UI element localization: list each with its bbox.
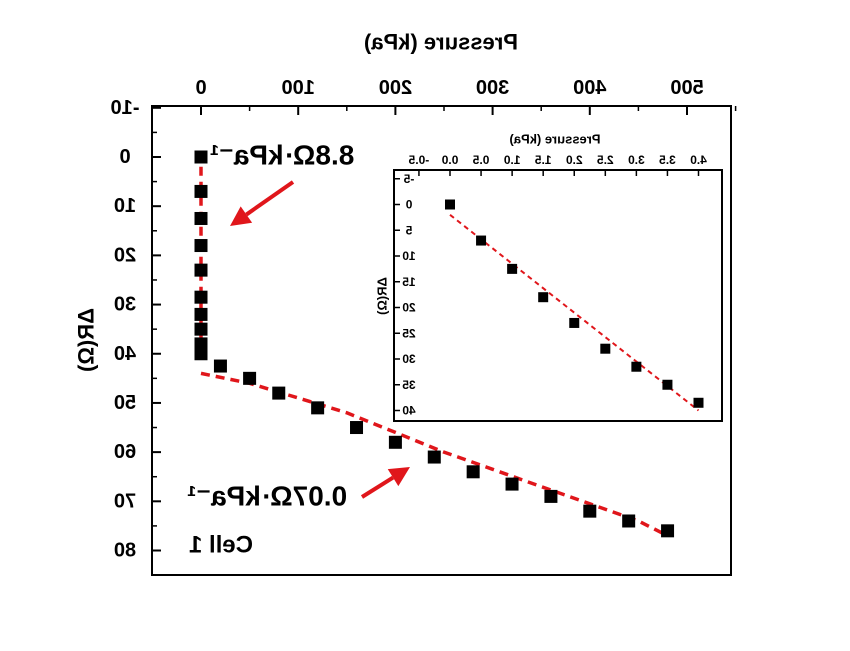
annotation-low-slope: 0.07Ω·kPa⁻¹: [187, 481, 347, 512]
x-tick-label: 100: [282, 77, 315, 99]
x-tick-label: 500: [670, 77, 703, 99]
inset-frame: [393, 169, 723, 422]
y-tick-label: 60: [114, 441, 136, 463]
inset-x-tick-label: 2.0: [566, 153, 583, 167]
annotation-high-slope: 8.8Ω·kPa⁻¹: [210, 140, 355, 171]
inset-x-tick-label: 0.5: [472, 153, 489, 167]
y-tick-label: 50: [114, 392, 136, 414]
y-tick-label: 10: [114, 195, 136, 217]
data-point: [311, 401, 325, 415]
inset-data-point: [631, 361, 642, 372]
data-point: [661, 524, 675, 538]
inset-data-point: [476, 235, 487, 246]
data-point: [583, 504, 597, 518]
inset-y-tick-label: -5: [403, 172, 414, 186]
y-tick-label: 40: [114, 343, 136, 365]
inset-y-tick-label: 35: [402, 378, 416, 392]
inset-y-tick-label: 10: [402, 249, 416, 263]
data-point: [427, 450, 441, 464]
x-tick-label: 200: [379, 77, 412, 99]
inset-y-axis-title: ΔR(Ω): [375, 277, 390, 315]
arrow-high-slope-head: [230, 206, 253, 226]
y-tick-label: 30: [114, 294, 136, 316]
y-axis-title: ΔR(Ω): [74, 308, 99, 372]
main-plot: 0 100 200 300 400 500-1001020304050607080Pres…: [74, 30, 737, 576]
inset-y-tick-label: 20: [402, 301, 416, 315]
inset-x-tick-label: 0.0: [441, 153, 458, 167]
y-tick-label: 70: [114, 490, 136, 512]
x-tick-label: 0: [195, 77, 206, 99]
data-point: [350, 421, 364, 435]
inset-x-tick-label: 1.5: [535, 153, 552, 167]
data-point: [194, 322, 208, 336]
inset-y-tick-label: 30: [402, 352, 416, 366]
inset-y-tick-label: 25: [402, 326, 416, 340]
inset-data-point: [600, 343, 611, 354]
data-point: [622, 514, 636, 528]
data-point: [194, 290, 208, 304]
data-point: [194, 307, 208, 321]
data-point: [466, 465, 480, 479]
inset-data-point: [445, 199, 455, 210]
data-point: [194, 347, 208, 361]
y-tick-label: 80: [114, 540, 136, 562]
arrow-low-slope-head: [387, 467, 410, 487]
inset-x-tick-label: -0.5: [408, 153, 429, 167]
data-point: [194, 150, 208, 164]
inset-y-tick-label: 5: [405, 223, 412, 237]
data-point: [194, 211, 208, 225]
inset-data-point: [538, 292, 549, 303]
inset-x-axis-title: Pressure (kPa): [509, 132, 600, 147]
data-point: [194, 263, 208, 277]
y-tick-label: -10: [111, 97, 140, 119]
y-tick-label: 0: [119, 146, 130, 168]
main-plot-frame: [151, 105, 732, 576]
inset-x-tick-label: 4.0: [690, 153, 707, 167]
data-point: [544, 489, 558, 503]
data-point: [213, 359, 227, 373]
data-point: [194, 184, 208, 198]
data-point: [505, 477, 519, 491]
data-point: [388, 435, 402, 449]
data-point: [194, 239, 208, 253]
y-tick-label: 20: [114, 244, 136, 266]
x-axis-title: Pressure (kPa): [364, 30, 518, 55]
inset-x-tick-label: 1.0: [503, 153, 520, 167]
inset-x-tick-label: 3.5: [659, 153, 676, 167]
inset-fit-line: [449, 214, 700, 412]
inset-data-point: [693, 397, 704, 408]
inset-data-point: [507, 263, 518, 274]
data-point: [272, 386, 286, 400]
inset-x-tick-label: 3.0: [628, 153, 645, 167]
data-point: [243, 371, 257, 385]
arrow-high-slope-shaft: [245, 180, 295, 217]
inset-y-tick-label: 15: [402, 275, 416, 289]
x-tick-label: 300: [476, 77, 509, 99]
inset-y-tick-label: 40: [402, 404, 416, 418]
data-point: [194, 337, 208, 351]
inset-data-point: [569, 317, 580, 328]
inset-x-tick-label: 2.5: [597, 153, 614, 167]
annotation-cell: Cell 1: [189, 532, 253, 559]
inset-plot: -0.5 0.0 0.5 1.0 1.5 2.0 2.5 3.0 3.5 4.0 -5 0 5 10 15 2…: [375, 132, 723, 422]
arrow-low-slope-shaft: [360, 475, 395, 499]
inset-data-point: [662, 379, 673, 390]
inset-y-tick-label: 0: [405, 198, 412, 212]
x-tick-label: 400: [573, 77, 606, 99]
